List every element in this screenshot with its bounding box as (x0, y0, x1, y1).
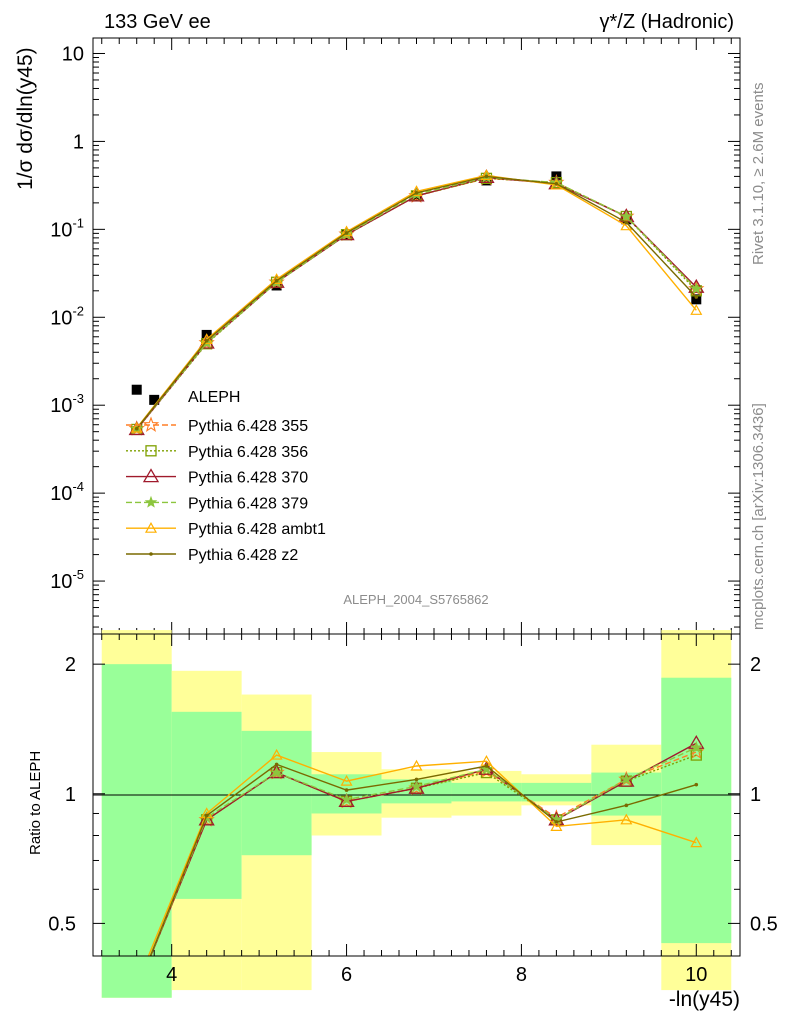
legend-label: Pythia 6.428 355 (188, 418, 308, 435)
mc-point (624, 220, 629, 225)
xlabel: -ln(y45) (669, 988, 740, 1011)
ratio-point (624, 803, 629, 808)
aleph-data-point (691, 294, 702, 305)
inner-band (101, 664, 172, 998)
xtick-label: 6 (341, 964, 352, 986)
ratio-ytick-label-left: 2 (65, 654, 76, 676)
main-ytick-label: 10-4 (50, 479, 84, 505)
mc-point (620, 209, 633, 222)
inner-band (241, 730, 312, 856)
mc-point (204, 339, 209, 343)
ratio-point (690, 836, 703, 848)
header-right: γ*/Z (Hadronic) (600, 11, 734, 33)
legend-marker (142, 468, 160, 483)
legend-label: Pythia 6.428 356 (188, 444, 308, 461)
legend-label: Pythia 6.428 370 (188, 470, 308, 487)
main-axes: 10 1 10-1 10-2 10-3 10-4 10-5 (50, 38, 740, 634)
aleph-data-point (131, 384, 142, 395)
ratio-point (340, 792, 353, 805)
ratio-axes: 0.5 0.5 1 1 2 2 4 6 8 10 (48, 634, 778, 986)
mc-point (134, 426, 139, 431)
inner-band (521, 782, 592, 802)
main-ytick-label: 1 (73, 131, 84, 153)
legend-marker (145, 445, 157, 457)
main-ytick-label: 10-5 (50, 567, 84, 593)
main-ytick-label: 10-3 (50, 391, 84, 417)
ratio-curves (147, 734, 705, 956)
legend-label: Pythia 6.428 ambt1 (188, 521, 326, 538)
ratio-panel-frame (92, 633, 741, 957)
mc-point (480, 169, 493, 181)
mc-curve (136, 176, 697, 430)
uncertainty-bands (101, 630, 732, 998)
mcplots-label: mcplots.cern.ch [arXiv:1306.3436] (750, 403, 767, 630)
ratio-ytick-label-left: 1 (65, 784, 76, 806)
ratio-point (274, 762, 279, 767)
analysis-label: ALEPH_2004_S5765862 (343, 592, 488, 607)
inner-band (661, 677, 732, 944)
ratio-point (408, 779, 425, 794)
aleph-data-point (149, 394, 160, 405)
xtick-label: 8 (516, 964, 527, 986)
aleph-data-point (481, 175, 492, 186)
mc-point (274, 278, 279, 283)
xtick-label: 10 (685, 964, 707, 986)
inner-band (171, 711, 242, 899)
ratio-point (618, 772, 635, 787)
mc-point (130, 421, 143, 433)
ratio-curves-clipped (147, 734, 705, 956)
ratio-ytick-label-right: 2 (750, 654, 761, 676)
mc-point (344, 231, 349, 235)
ratio-point (620, 772, 633, 785)
ratio-point (484, 764, 489, 768)
ratio-point (480, 762, 493, 775)
mc-point (554, 181, 559, 186)
ratio-point (270, 748, 283, 760)
ratio-point (204, 813, 209, 818)
ratio-point (694, 782, 699, 787)
mc-point (690, 304, 703, 315)
mc-point (484, 174, 489, 179)
ratio-point (198, 811, 215, 826)
xtick-label: 4 (166, 964, 177, 986)
legend: ALEPH Pythia 6.428 355 Pythia 6.428 356 Pyt… (126, 389, 326, 564)
ratio-point (690, 741, 703, 753)
ratio-curve (147, 754, 697, 956)
ratio-point (340, 774, 353, 786)
inner-band (451, 782, 522, 802)
ratio-ytick-label-right: 0.5 (750, 913, 778, 935)
legend-marker (142, 416, 160, 432)
ratio-point (414, 777, 419, 782)
main-ylabel: 1/σ dσ/dln(y45) (14, 47, 37, 190)
mc-curves (128, 169, 705, 436)
ratio-ytick-label-left: 0.5 (48, 913, 76, 935)
ratio-point (550, 820, 563, 831)
rivet-label: Rivet 3.1.10, ≥ 2.6M events (750, 83, 767, 266)
ratio-point (410, 759, 423, 771)
legend-label: Pythia 6.428 z2 (188, 547, 298, 564)
ratio-point (270, 765, 283, 778)
header-left: 133 GeV ee (104, 11, 211, 33)
legend-label: Pythia 6.428 379 (188, 495, 308, 512)
main-ytick-label: 10-1 (50, 215, 84, 241)
main-ytick-label: 10-2 (50, 303, 84, 329)
legend-marker (149, 552, 153, 556)
ratio-point (410, 779, 423, 792)
legend-marker (144, 495, 158, 508)
legend-marker (144, 521, 158, 533)
mc-point (410, 185, 423, 197)
mc-point (690, 282, 703, 295)
mc-point (414, 191, 419, 195)
ratio-ytick-label-right: 1 (750, 784, 761, 806)
ratio-point (344, 788, 349, 792)
mc-point (694, 295, 699, 299)
ratio-point (338, 793, 355, 808)
ratio-point (620, 813, 633, 825)
ratio-point (554, 820, 559, 824)
main-panel-bg (93, 38, 740, 634)
ratio-ylabel: Ratio to ALEPH (27, 751, 44, 855)
legend-label-aleph: ALEPH (188, 389, 240, 406)
main-ytick-label: 10 (62, 43, 84, 65)
